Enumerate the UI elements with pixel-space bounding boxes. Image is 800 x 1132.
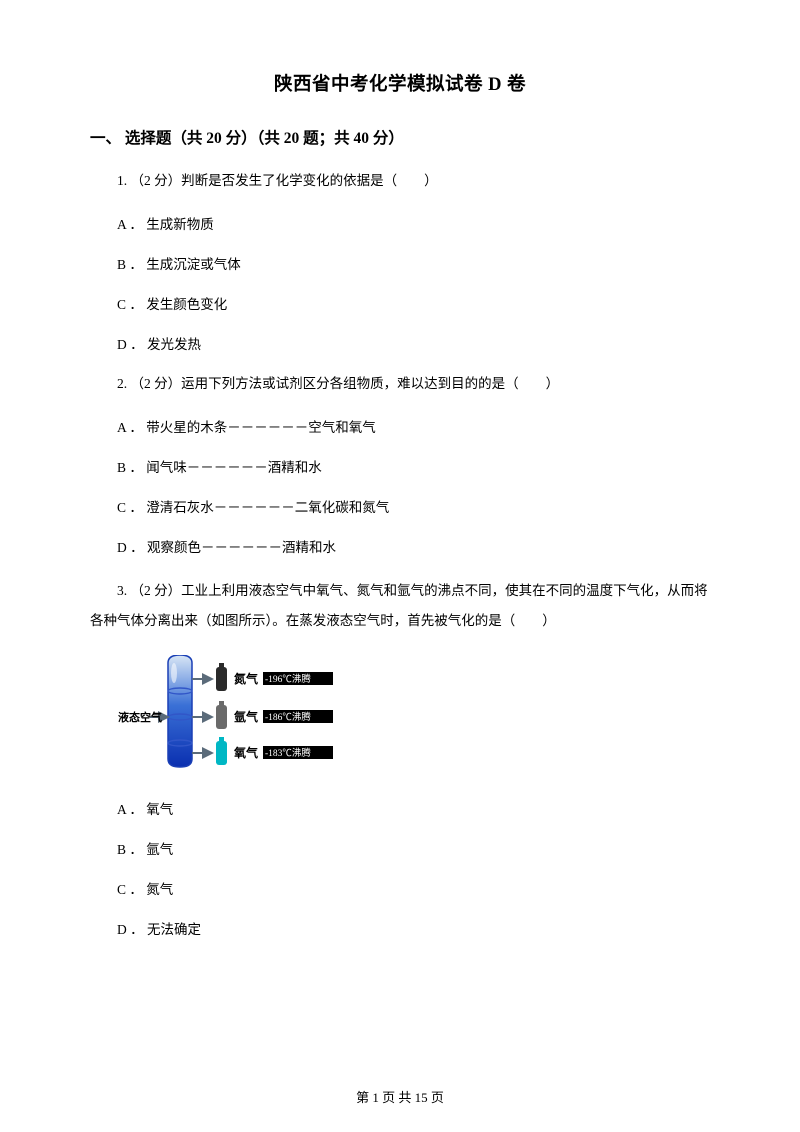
separation-diagram: 液态空气 氮气 -196℃沸腾 氩气 -186℃沸腾 氧气 -183℃沸腾	[118, 655, 358, 780]
output-row-nitrogen: 氮气 -196℃沸腾	[192, 663, 333, 691]
gas-label: 氧气	[233, 745, 258, 760]
q3-option-d: D ． 无法确定	[90, 918, 710, 938]
temp-label: -183℃沸腾	[265, 747, 311, 759]
q1-stem: 1. （2 分）判断是否发生了化学变化的依据是（ ）	[90, 170, 710, 193]
q1-option-d: D ． 发光发热	[90, 333, 710, 353]
q3-stem-line1: 3. （2 分）工业上利用液态空气中氧气、氮气和氩气的沸点不同，使其在不同的温度…	[90, 576, 710, 606]
input-label: 液态空气	[118, 710, 162, 724]
q2-option-d: D ． 观察颜色－－－－－－酒精和水	[90, 536, 710, 556]
gas-label: 氩气	[233, 709, 258, 724]
tank-icon	[216, 705, 227, 729]
input-flow: 液态空气	[118, 710, 168, 724]
temp-label: -196℃沸腾	[265, 673, 311, 685]
q3-option-a: A ． 氧气	[90, 798, 710, 818]
page-title: 陕西省中考化学模拟试卷 D 卷	[90, 70, 710, 96]
output-row-oxygen: 氧气 -183℃沸腾	[192, 737, 333, 765]
q3-stem: 3. （2 分）工业上利用液态空气中氧气、氮气和氩气的沸点不同，使其在不同的温度…	[90, 576, 710, 635]
q2-option-a: A ． 带火星的木条－－－－－－空气和氧气	[90, 416, 710, 436]
q3-option-b: B ． 氩气	[90, 838, 710, 858]
q2-stem: 2. （2 分）运用下列方法或试剂区分各组物质，难以达到目的的是（ ）	[90, 373, 710, 396]
output-row-argon: 氩气 -186℃沸腾	[192, 701, 333, 729]
q2-option-b: B ． 闻气味－－－－－－酒精和水	[90, 456, 710, 476]
q3-stem-line2: 各种气体分离出来（如图所示）。在蒸发液态空气时，首先被气化的是（ ）	[90, 613, 556, 628]
tank-icon	[216, 667, 227, 691]
gas-label: 氮气	[234, 671, 258, 686]
q2-option-c: C ． 澄清石灰水－－－－－－二氧化碳和氮气	[90, 496, 710, 516]
q1-option-c: C ． 发生颜色变化	[90, 293, 710, 313]
temp-label: -186℃沸腾	[265, 711, 311, 723]
section-header: 一、 选择题（共 20 分）（共 20 题；共 40 分）	[90, 126, 710, 148]
q3-option-c: C ． 氮气	[90, 878, 710, 898]
q1-option-a: A ． 生成新物质	[90, 213, 710, 233]
tank-icon	[216, 741, 227, 765]
page-footer: 第 1 页 共 15 页	[0, 1087, 800, 1106]
q1-option-b: B ． 生成沉淀或气体	[90, 253, 710, 273]
distillation-column	[168, 655, 192, 767]
